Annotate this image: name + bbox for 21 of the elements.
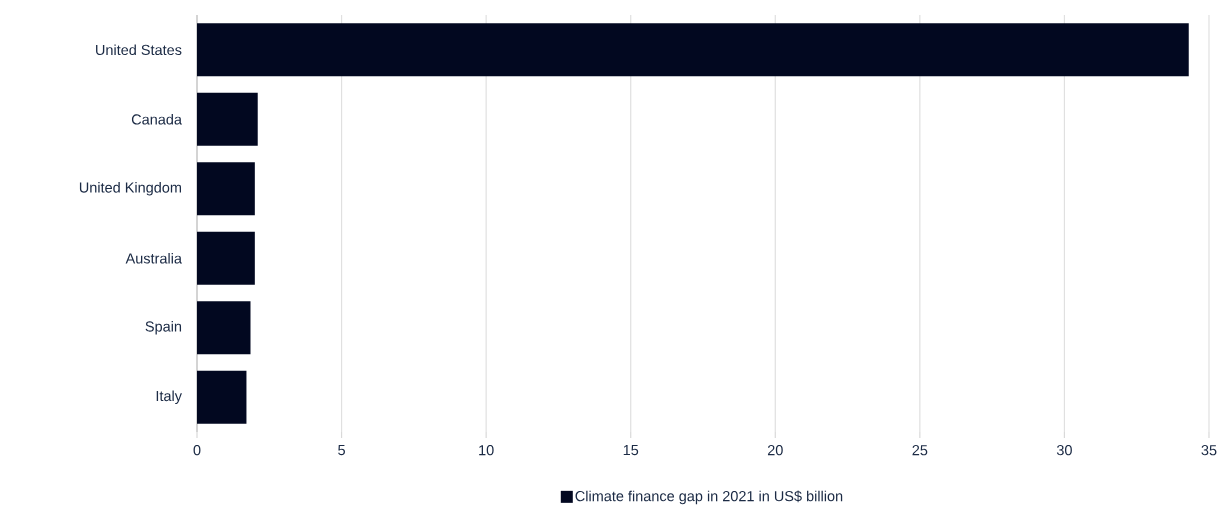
legend-label: Climate finance gap in 2021 in US$ billion [575,490,843,504]
x-tick-label: 25 [912,444,928,456]
bar [197,23,1189,77]
x-tick-label: 10 [479,444,494,456]
bar [197,231,255,285]
x-tick-label: 15 [623,444,639,456]
x-tick-label: 0 [193,444,201,456]
y-tick-label: Italy [156,390,182,404]
bar [197,162,255,216]
x-tick-label: 20 [767,444,783,456]
x-tick-label: 30 [1056,444,1072,456]
x-tick-label: 5 [338,444,345,456]
bar [197,301,251,355]
bar [197,370,247,424]
y-tick-label: Australia [125,252,182,264]
y-tick-label: Spain [145,320,182,335]
y-tick-label: Canada [131,113,182,125]
y-tick-label: United Kingdom [79,181,181,196]
y-tick-label: United States [96,44,182,55]
bar [197,92,258,146]
x-tick-label: 35 [1201,444,1217,456]
